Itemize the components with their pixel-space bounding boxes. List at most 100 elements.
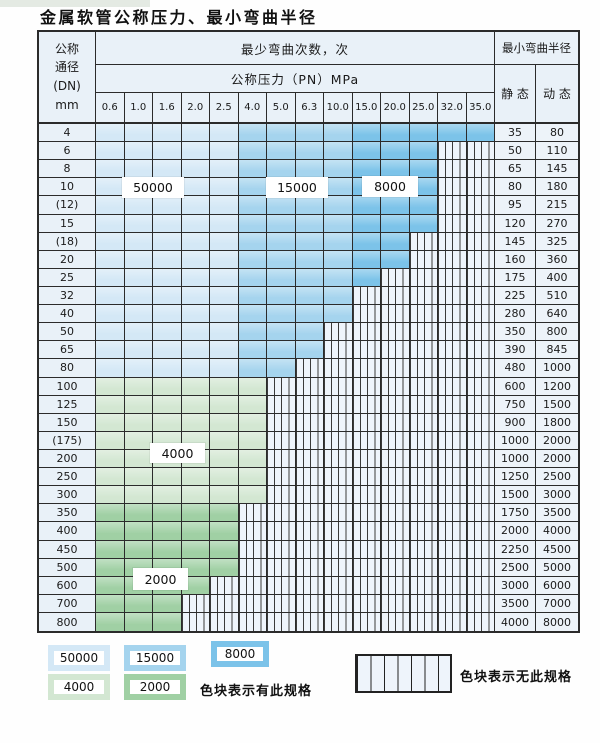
no-spec-cell [409,558,438,577]
spec-cell [153,359,182,378]
static-radius-value: 35 [495,124,536,143]
no-spec-cell [409,468,438,487]
spec-cell [295,268,324,287]
static-radius-value: 1000 [495,449,536,469]
spec-cell [153,323,182,342]
no-spec-cell [238,594,267,613]
no-spec-cell [352,305,381,324]
no-spec-cell [324,413,353,432]
dynamic-radius-value: 180 [536,178,578,197]
no-spec-cell [466,286,495,306]
dynamic-radius-value: 2500 [536,468,578,487]
spec-cell [352,232,381,251]
spec-cell [238,468,267,487]
no-spec-cell [438,468,467,487]
spec-cell [295,323,324,342]
dynamic-column-header: 动 态 [536,65,578,124]
spec-cell [124,124,153,143]
no-spec-cell [466,576,495,595]
spec-cell [210,196,239,215]
spec-cell [124,449,153,469]
no-spec-cell [324,323,353,342]
no-spec-cell [466,268,495,287]
static-radius-value: 1000 [495,431,536,450]
static-radius-value: 900 [495,413,536,432]
pressure-header-cell: 1.6 [153,93,182,124]
no-spec-cell [352,377,381,396]
pressure-header-cell: 32.0 [438,93,467,124]
spec-cell [466,124,495,143]
spec-cell [96,196,125,215]
spec-cell [295,232,324,251]
spec-cell [181,142,210,161]
no-spec-cell [381,413,410,432]
spec-cell [324,142,353,161]
spec-cell [124,142,153,161]
spec-cell [153,305,182,324]
spec-cell [324,268,353,287]
no-spec-cell [267,576,296,595]
no-spec-cell [295,395,324,414]
spec-cell [124,323,153,342]
static-radius-value: 1750 [495,504,536,523]
spec-cell [324,160,353,179]
pressure-header-cell: 5.0 [267,93,296,124]
spec-cell [96,558,125,577]
spec-cell [181,286,210,306]
no-spec-cell [466,341,495,360]
no-spec-cell [352,449,381,469]
spec-cell [210,250,239,269]
no-spec-cell [238,612,267,632]
no-spec-cell [438,576,467,595]
spec-cell [124,431,153,450]
spec-cell [210,359,239,378]
dynamic-radius-value: 145 [536,160,578,179]
dynamic-radius-value: 7000 [536,594,578,613]
row-label-dn: 6 [39,142,96,161]
pressure-header-cell: 15.0 [352,93,381,124]
spec-cell [352,268,381,287]
no-spec-cell [438,612,467,632]
no-spec-cell [438,214,467,233]
spec-cell [210,268,239,287]
spec-cell [352,124,381,143]
spec-cell [238,377,267,396]
spec-cell [210,413,239,432]
spec-cell [124,594,153,613]
no-spec-cell [324,558,353,577]
spec-cell [210,160,239,179]
no-spec-cell [409,504,438,523]
spec-cell [124,522,153,541]
spec-cell [409,124,438,143]
spec-cell [181,504,210,523]
no-spec-cell [409,395,438,414]
spec-cell [295,341,324,360]
no-spec-cell [324,341,353,360]
no-spec-cell [324,468,353,487]
spec-cell [238,178,267,197]
spec-cell [153,395,182,414]
no-spec-cell [352,504,381,523]
spec-cell [96,142,125,161]
row-label-dn: 700 [39,594,96,613]
no-spec-cell [409,486,438,505]
spec-cell [153,468,182,487]
row-label-dn: 300 [39,486,96,505]
spec-cell [96,576,125,595]
static-radius-value: 80 [495,178,536,197]
no-spec-cell [324,576,353,595]
row-label-dn: 80 [39,359,96,378]
no-spec-cell [381,323,410,342]
spec-cell [238,250,267,269]
pressure-header-cell: 20.0 [381,93,410,124]
spec-cell [267,160,296,179]
no-spec-cell [352,486,381,505]
dynamic-radius-value: 3500 [536,504,578,523]
dynamic-radius-value: 8000 [536,612,578,632]
spec-cell [210,468,239,487]
no-spec-cell [438,178,467,197]
dynamic-radius-value: 360 [536,250,578,269]
row-label-dn: 8 [39,160,96,179]
no-spec-cell [466,305,495,324]
